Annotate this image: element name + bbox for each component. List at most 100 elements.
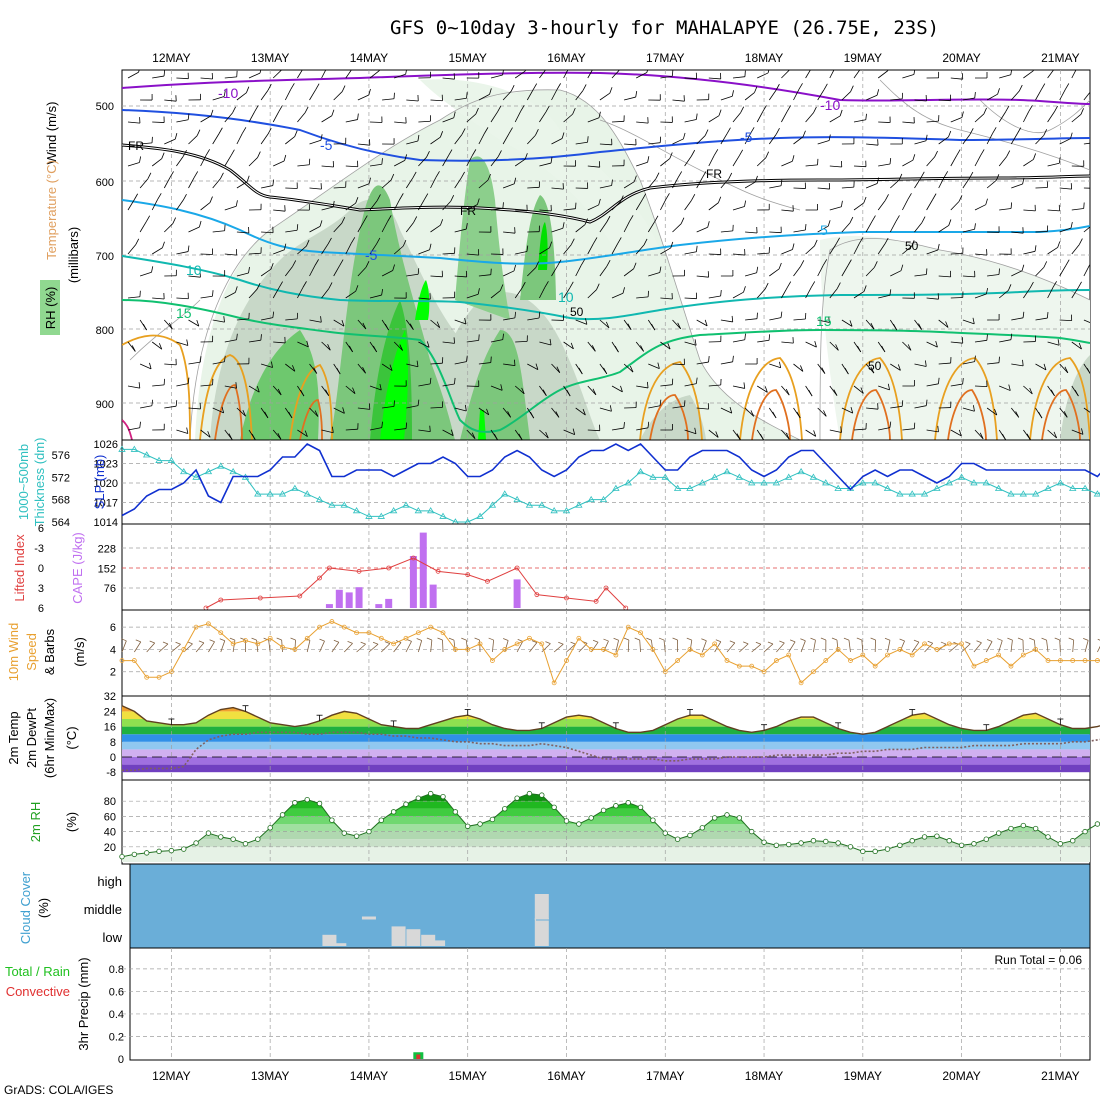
temp-band [122,764,1090,773]
barb [974,339,987,343]
barb [623,181,635,189]
wind10-barb [726,642,736,653]
contour-label-minus5: -5 [320,137,333,153]
barb [684,155,692,167]
barb-flag [296,224,299,231]
barb [200,384,213,387]
rh-marker [1008,825,1014,832]
barb [381,179,392,189]
barb [744,92,755,101]
thickness-marker [352,507,361,514]
barb [345,243,352,255]
barb-flag [620,63,623,69]
barb-flag [439,131,444,138]
dewpt2m-label: 2m DewPt [24,708,39,768]
barb [369,294,382,299]
barb [853,119,866,123]
barb-flag [943,171,949,178]
barb-flag [720,289,722,297]
barb [636,161,648,167]
barb-flag [314,410,319,417]
barb [1071,287,1079,299]
wind10-marker [625,624,631,630]
barb-flag [477,288,480,295]
barb [732,206,745,211]
barb [527,134,536,145]
barb [454,228,467,233]
wind10-barb [887,640,891,653]
barb [139,271,152,277]
slp-label: SLP (mb) [92,455,107,510]
barb [272,429,282,440]
wind10-marker [860,652,866,658]
wind10-barb [430,640,433,653]
barb-flag [368,88,371,96]
cloud-middle-label: middle [84,902,122,917]
rh-marker [983,836,989,842]
barb [394,160,406,167]
wind10-barb-flag [779,640,785,644]
barb [381,363,393,371]
thickness-marker [686,484,694,491]
thickness-marker [896,490,904,497]
ytick-700: 700 [96,251,114,263]
barb-flag [640,345,644,352]
barb-flag [381,288,384,296]
bottom-date-19MAY: 19MAY [844,1069,882,1083]
wind10-marker [650,647,656,652]
barb [672,99,685,102]
barb-flag [413,216,418,223]
barb-flag [381,421,383,428]
barb [926,156,935,167]
temp-band [122,749,1090,757]
barb [430,319,440,328]
rh-marker [884,846,891,852]
barb-flag [342,407,345,414]
rh-marker [465,823,471,829]
cloud-cover-label: Cloud Cover [18,871,33,944]
barb-flag [532,83,538,90]
barb [866,407,879,410]
rh-marker [205,830,212,836]
wind10-marker [403,635,409,641]
barb-flag [162,241,165,248]
barb [224,253,237,256]
wind10-barb-flag [743,641,749,645]
barb-flag [617,237,622,244]
barb-flag [302,281,307,288]
wind10-tick: 2 [110,667,116,679]
barb-flag [278,105,283,112]
barb-flag [822,259,828,266]
barb [273,160,285,167]
barb-flag [937,425,939,432]
barb-flag [193,171,199,178]
thickness-marker [673,484,682,491]
barb-flag [535,261,539,268]
barb-flag [1093,218,1096,224]
wind10-marker [786,652,792,658]
barb-flag [671,70,674,77]
barb [454,361,467,365]
barb [163,177,171,189]
precip-unit-label: 3hr Precip (mm) [76,957,91,1050]
barb-flag [677,322,681,330]
barb [1059,89,1066,101]
barb [369,243,377,255]
barb-flag [859,237,864,244]
barb-flag [760,433,765,440]
wind10-marker [317,624,322,630]
barb-flag [835,237,840,245]
thickness-marker [636,467,645,475]
barb-flag [292,365,296,372]
li-marker [297,593,303,599]
rh2m-unit: (%) [64,812,79,832]
thickness-marker [155,456,163,463]
wind10-marker [1057,658,1063,663]
wind10-barb [627,639,630,653]
barb-flag [762,105,767,112]
wind10-barb-flag [558,641,564,645]
barb-flag [870,366,875,374]
barb-flag [708,356,710,363]
